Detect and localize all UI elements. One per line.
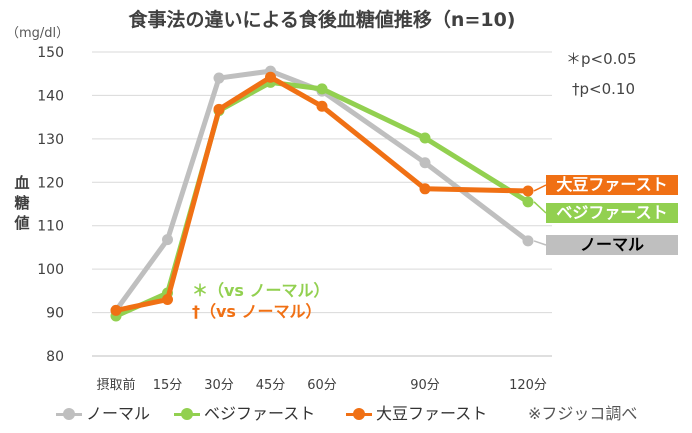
y-axis-label-char: 血: [14, 174, 29, 192]
x-tick-labels: 摂取前 15分 30分 45分 60分 90分 120分: [96, 377, 546, 393]
data-point: [110, 304, 122, 316]
y-axis-label-char: 値: [13, 214, 29, 232]
end-label-soy: 大豆ファースト: [546, 175, 678, 195]
x-tick-label: 15分: [153, 378, 183, 393]
y-tick-label: 150: [37, 45, 64, 61]
legend-label-normal: ノーマル: [86, 404, 151, 423]
end-label-normal: ノーマル: [546, 235, 678, 255]
data-point: [162, 234, 173, 246]
significance-star-text: ＊p<0.05: [566, 50, 637, 68]
end-label-veg: ベジファースト: [546, 203, 678, 223]
annotation-veg: ＊（vs ノーマル）: [192, 281, 330, 300]
data-point: [316, 100, 328, 112]
data-point: [316, 83, 328, 95]
data-point: [213, 103, 225, 115]
data-point: [522, 185, 534, 197]
annotation-soy: †（vs ノーマル）: [192, 302, 322, 321]
data-point: [419, 183, 431, 195]
source-note: ※フジッコ調べ: [528, 404, 638, 423]
legend-marker-normal: [63, 408, 75, 420]
y-tick-label: 100: [37, 262, 64, 278]
unit-label: （mg/dl）: [6, 26, 69, 41]
y-tick-label: 120: [37, 175, 64, 191]
data-point: [419, 157, 431, 169]
y-axis-label: 血糖値: [13, 174, 29, 232]
x-tick-label: 30分: [204, 378, 234, 393]
data-point: [213, 72, 225, 84]
legend: ノーマル ベジファースト 大豆ファースト ※フジッコ調べ: [56, 402, 692, 426]
y-tick-label: 80: [46, 349, 64, 365]
significance-star: ＊p<0.05: [566, 48, 637, 69]
x-tick-label: 60分: [307, 378, 337, 393]
data-point: [522, 196, 534, 208]
x-tick-label: 摂取前: [96, 377, 135, 393]
end-label-connector: [533, 240, 547, 246]
data-point: [162, 294, 173, 306]
end-label-connector: [533, 184, 547, 192]
y-tick-label: 140: [37, 88, 64, 104]
y-tick-label: 130: [37, 132, 64, 148]
legend-marker-veg: [181, 408, 193, 420]
legend-marker-soy: [353, 408, 365, 420]
data-point: [265, 71, 276, 83]
x-tick-label: 120分: [509, 378, 547, 393]
chart-title: 食事法の違いによる食後血糖値推移（n=10): [128, 8, 515, 31]
x-tick-label: 90分: [410, 378, 440, 393]
legend-label-soy: 大豆ファースト: [376, 404, 488, 423]
y-tick-label: 90: [46, 306, 64, 322]
legend-label-veg: ベジファースト: [204, 404, 316, 423]
end-label-connector: [533, 201, 547, 214]
significance-dagger-text: †p<0.10: [572, 80, 635, 98]
grid-layer: [92, 51, 552, 357]
series-layer: [110, 65, 547, 322]
y-tick-label: 110: [37, 219, 64, 235]
data-point: [522, 235, 534, 247]
significance-dagger: †p<0.10: [572, 80, 635, 98]
x-tick-label: 45分: [256, 378, 286, 393]
data-point: [419, 132, 431, 144]
series-2: [110, 71, 534, 316]
y-tick-labels: 150 140 130 120 110 100 90 80: [37, 45, 64, 365]
y-axis-label-char: 糖: [14, 194, 29, 212]
